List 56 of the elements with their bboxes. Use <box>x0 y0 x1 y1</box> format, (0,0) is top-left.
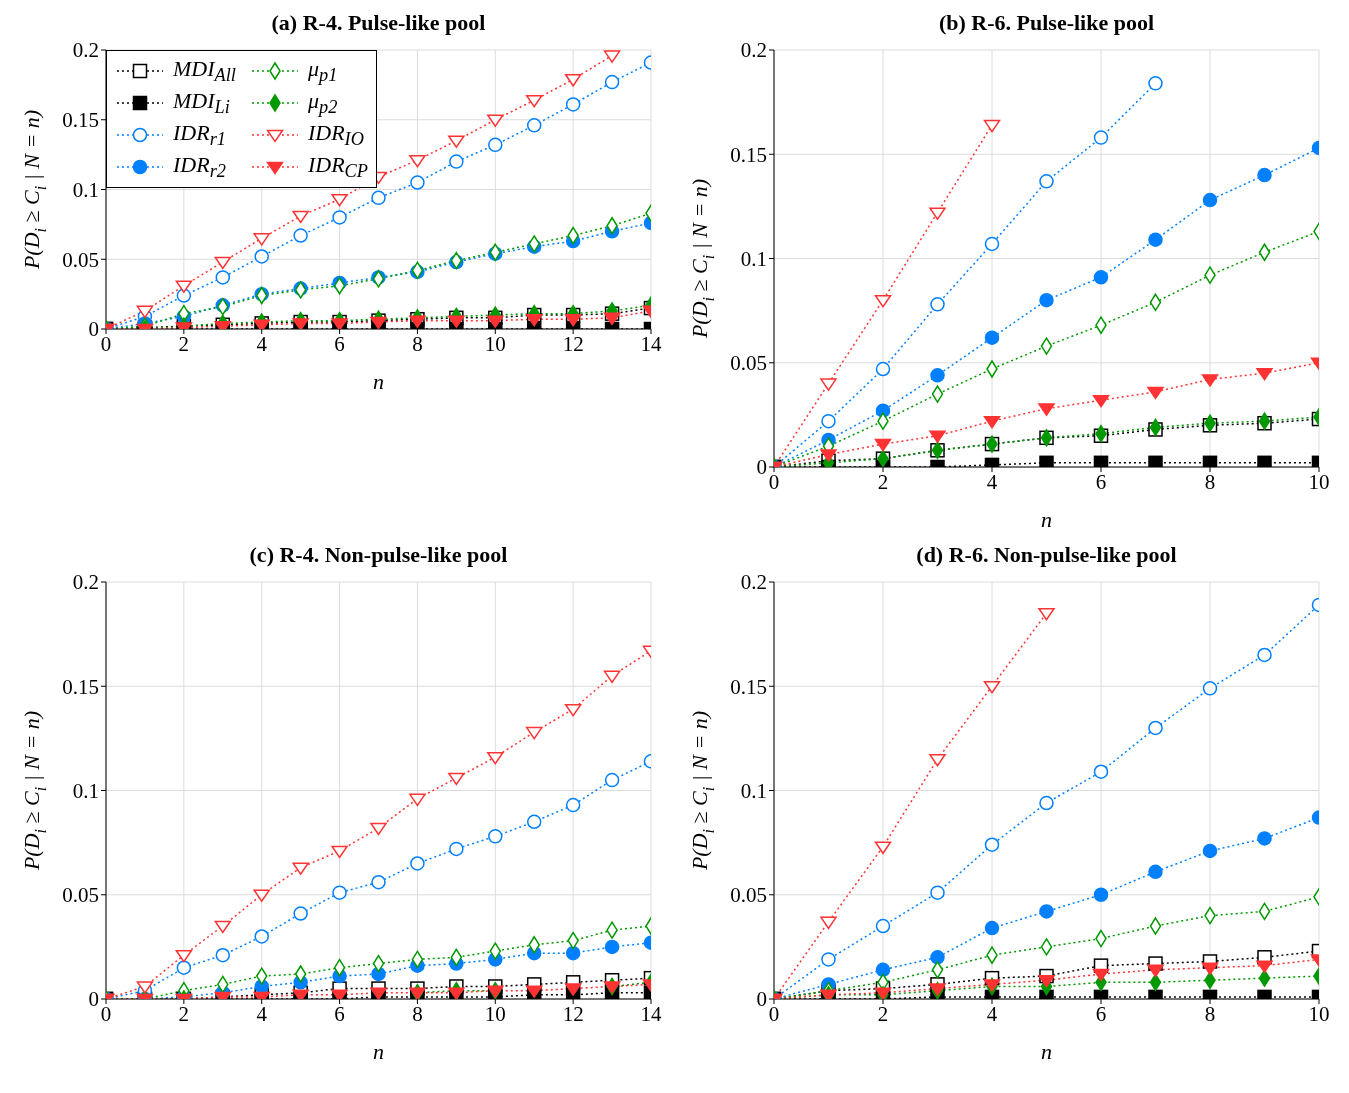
x-tick-label: 10 <box>1308 469 1330 494</box>
y-tick-label: 0.05 <box>62 247 99 272</box>
x-tick-label: 2 <box>877 1001 889 1026</box>
x-axis-title: n <box>1041 507 1052 532</box>
x-tick-label: 4 <box>256 331 268 356</box>
chart-title: (c) R-4. Non-pulse-like pool <box>248 541 509 569</box>
x-tick-label: 6 <box>1095 1001 1107 1026</box>
y-tick-label: 0.1 <box>740 246 767 271</box>
y-tick-label: 0.2 <box>740 38 767 63</box>
y-tick-label: 0.2 <box>72 570 99 595</box>
x-tick-label: 10 <box>1308 1001 1330 1026</box>
x-tick-label: 2 <box>178 331 190 356</box>
chart-title: (d) R-6. Non-pulse-like pool <box>915 541 1178 569</box>
chart-title: (a) R-4. Pulse-like pool <box>270 9 487 37</box>
legend-label: MDI$_{Li}$ <box>173 87 230 119</box>
x-tick-label: 14 <box>640 331 662 356</box>
legend-label: μ$_{p2}$ <box>307 87 338 119</box>
y-tick-label: 0.2 <box>72 38 99 63</box>
x-tick-label: 8 <box>1204 469 1216 494</box>
x-tick-label: 6 <box>334 331 345 356</box>
legend-label: IDR$_{IO}$ <box>307 119 364 151</box>
x-tick-label: 8 <box>1204 1001 1216 1026</box>
legend-label: μ$_{p1}$ <box>307 55 338 87</box>
x-tick-label: 4 <box>986 1001 998 1026</box>
x-tick-label: 14 <box>640 1001 662 1026</box>
x-tick-label: 4 <box>986 469 998 494</box>
y-tick-label: 0.1 <box>72 778 99 803</box>
x-tick-label: 4 <box>256 1001 268 1026</box>
y-tick-label: 0.1 <box>72 177 99 202</box>
legend-label: IDR$_{CP}$ <box>307 151 369 183</box>
x-tick-label: 8 <box>412 1001 423 1026</box>
legend-label: MDI$_{All}$ <box>173 55 236 87</box>
x-tick-label: 8 <box>412 331 423 356</box>
y-tick-label: 0.05 <box>62 883 99 908</box>
x-tick-label: 2 <box>178 1001 190 1026</box>
y-tick-label: 0.15 <box>730 142 767 167</box>
y-tick-label: 0.2 <box>740 570 767 595</box>
y-tick-label: 0.05 <box>730 883 767 908</box>
y-tick-label: 0.15 <box>62 674 99 699</box>
chart-title: (b) R-6. Pulse-like pool <box>937 9 1156 37</box>
x-tick-label: 12 <box>562 1001 584 1026</box>
legend-label: IDR$_{r1}$ <box>173 119 226 151</box>
y-tick-label: 0.15 <box>62 108 99 133</box>
x-axis-title: n <box>373 369 384 394</box>
y-tick-label: 0.05 <box>730 351 767 376</box>
x-tick-label: 12 <box>562 331 584 356</box>
x-tick-label: 6 <box>334 1001 345 1026</box>
x-tick-label: 2 <box>877 469 889 494</box>
x-axis-title: n <box>373 1039 384 1064</box>
x-axis-title: n <box>1041 1039 1052 1064</box>
x-tick-label: 6 <box>1095 469 1107 494</box>
y-tick-label: 0.15 <box>730 674 767 699</box>
x-tick-label: 10 <box>484 1001 506 1026</box>
y-tick-label: 0.1 <box>740 778 767 803</box>
legend-label: IDR$_{r2}$ <box>173 151 226 183</box>
x-tick-label: 10 <box>484 331 506 356</box>
